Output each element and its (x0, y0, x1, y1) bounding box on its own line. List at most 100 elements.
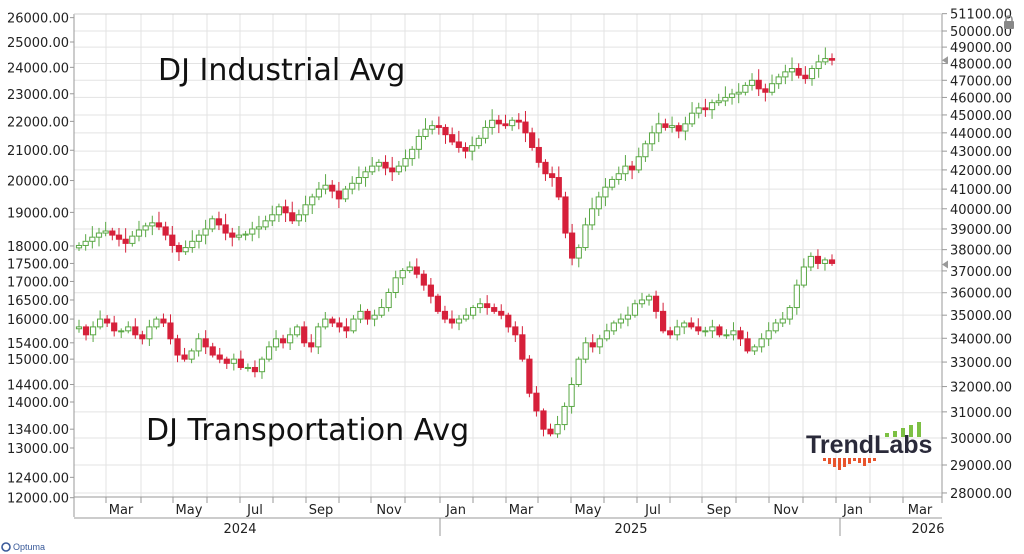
candle (519, 326, 526, 362)
candle (793, 279, 800, 315)
right-tick-label: 33000.00 (950, 356, 1012, 371)
candle (427, 278, 434, 304)
candle (477, 298, 484, 314)
left-tick-label: 16500.00 (7, 294, 69, 309)
candle (772, 318, 779, 334)
candle (631, 299, 639, 318)
candle (575, 244, 582, 268)
candle (75, 242, 83, 252)
right-tick-label: 40000.00 (950, 203, 1012, 218)
candle (399, 268, 406, 285)
candle (498, 304, 505, 320)
candle (216, 347, 223, 364)
candle (97, 310, 104, 330)
candle (602, 178, 609, 207)
candle (251, 360, 259, 378)
candle (529, 127, 536, 151)
candle (702, 98, 709, 117)
candle (188, 348, 195, 364)
title-industrial: DJ Industrial Avg (158, 53, 405, 88)
optuma-logo-icon (1, 542, 11, 552)
left-tick-label: 12000.00 (7, 492, 69, 507)
candle (435, 116, 442, 135)
candle (415, 129, 422, 159)
candle (282, 199, 289, 222)
candle (118, 328, 125, 339)
candle (174, 334, 181, 363)
candle (582, 217, 589, 251)
candles (75, 47, 948, 438)
candle (610, 320, 617, 335)
left-tick-label: 13400.00 (7, 423, 69, 438)
candle (392, 270, 399, 299)
candle (821, 257, 829, 271)
lock-icon[interactable] (1004, 15, 1014, 29)
right-tick-label: 43000.00 (950, 145, 1012, 160)
candle (582, 337, 589, 364)
x-tick-label: Jan (842, 503, 863, 518)
candle (617, 313, 624, 329)
candle (660, 302, 667, 334)
last-price-marker (942, 260, 948, 269)
left-tick-label: 22000.00 (7, 115, 69, 130)
candle (382, 155, 389, 176)
candle (115, 227, 123, 247)
candle (230, 353, 237, 371)
candle (357, 304, 364, 324)
right-tick-label: 38000.00 (950, 244, 1012, 259)
candle (495, 115, 502, 134)
candle (295, 209, 303, 227)
left-tick-label: 21000.00 (7, 144, 69, 159)
candle (742, 82, 749, 96)
candle (89, 321, 97, 342)
candle (262, 215, 269, 231)
candle (815, 54, 822, 78)
left-tick-label: 23000.00 (7, 88, 69, 103)
candle (762, 83, 769, 102)
candle (139, 330, 146, 345)
candle (624, 306, 632, 327)
candle (195, 229, 203, 249)
candle (645, 293, 653, 306)
candle (95, 227, 103, 247)
candle (737, 326, 744, 346)
candle (822, 47, 829, 66)
candle (775, 73, 782, 89)
right-tick-label: 50000.00 (950, 25, 1012, 40)
right-tick-label: 44000.00 (950, 127, 1012, 142)
right-tick-label: 37000.00 (950, 265, 1012, 280)
candle (455, 315, 463, 331)
trendlabs-logo: TrendLabs (806, 422, 932, 470)
candle (149, 215, 156, 236)
candle (109, 227, 116, 241)
right-tick-label: 41000.00 (950, 183, 1012, 198)
candle (484, 295, 491, 315)
candle (364, 308, 371, 325)
candle (540, 408, 547, 437)
candle (125, 321, 132, 334)
candle (807, 252, 814, 272)
candle (272, 330, 280, 351)
left-tick-label: 25000.00 (7, 36, 69, 51)
candle (189, 230, 196, 253)
logo-bars-up-icon (885, 422, 921, 437)
candle (329, 316, 336, 328)
candle (828, 53, 836, 66)
candle (202, 330, 209, 355)
x-tick-label: Mar (109, 503, 134, 518)
candle (395, 160, 402, 176)
x-tick-label: May (575, 503, 602, 518)
candle (674, 319, 681, 341)
candle (155, 211, 163, 231)
candle (795, 63, 802, 79)
candle (342, 185, 349, 203)
candle (160, 313, 167, 328)
candle (505, 312, 512, 333)
candle (434, 293, 442, 314)
candle (249, 221, 256, 242)
x-tick-label: Mar (908, 503, 933, 518)
candle (244, 363, 251, 372)
candle (512, 321, 519, 342)
